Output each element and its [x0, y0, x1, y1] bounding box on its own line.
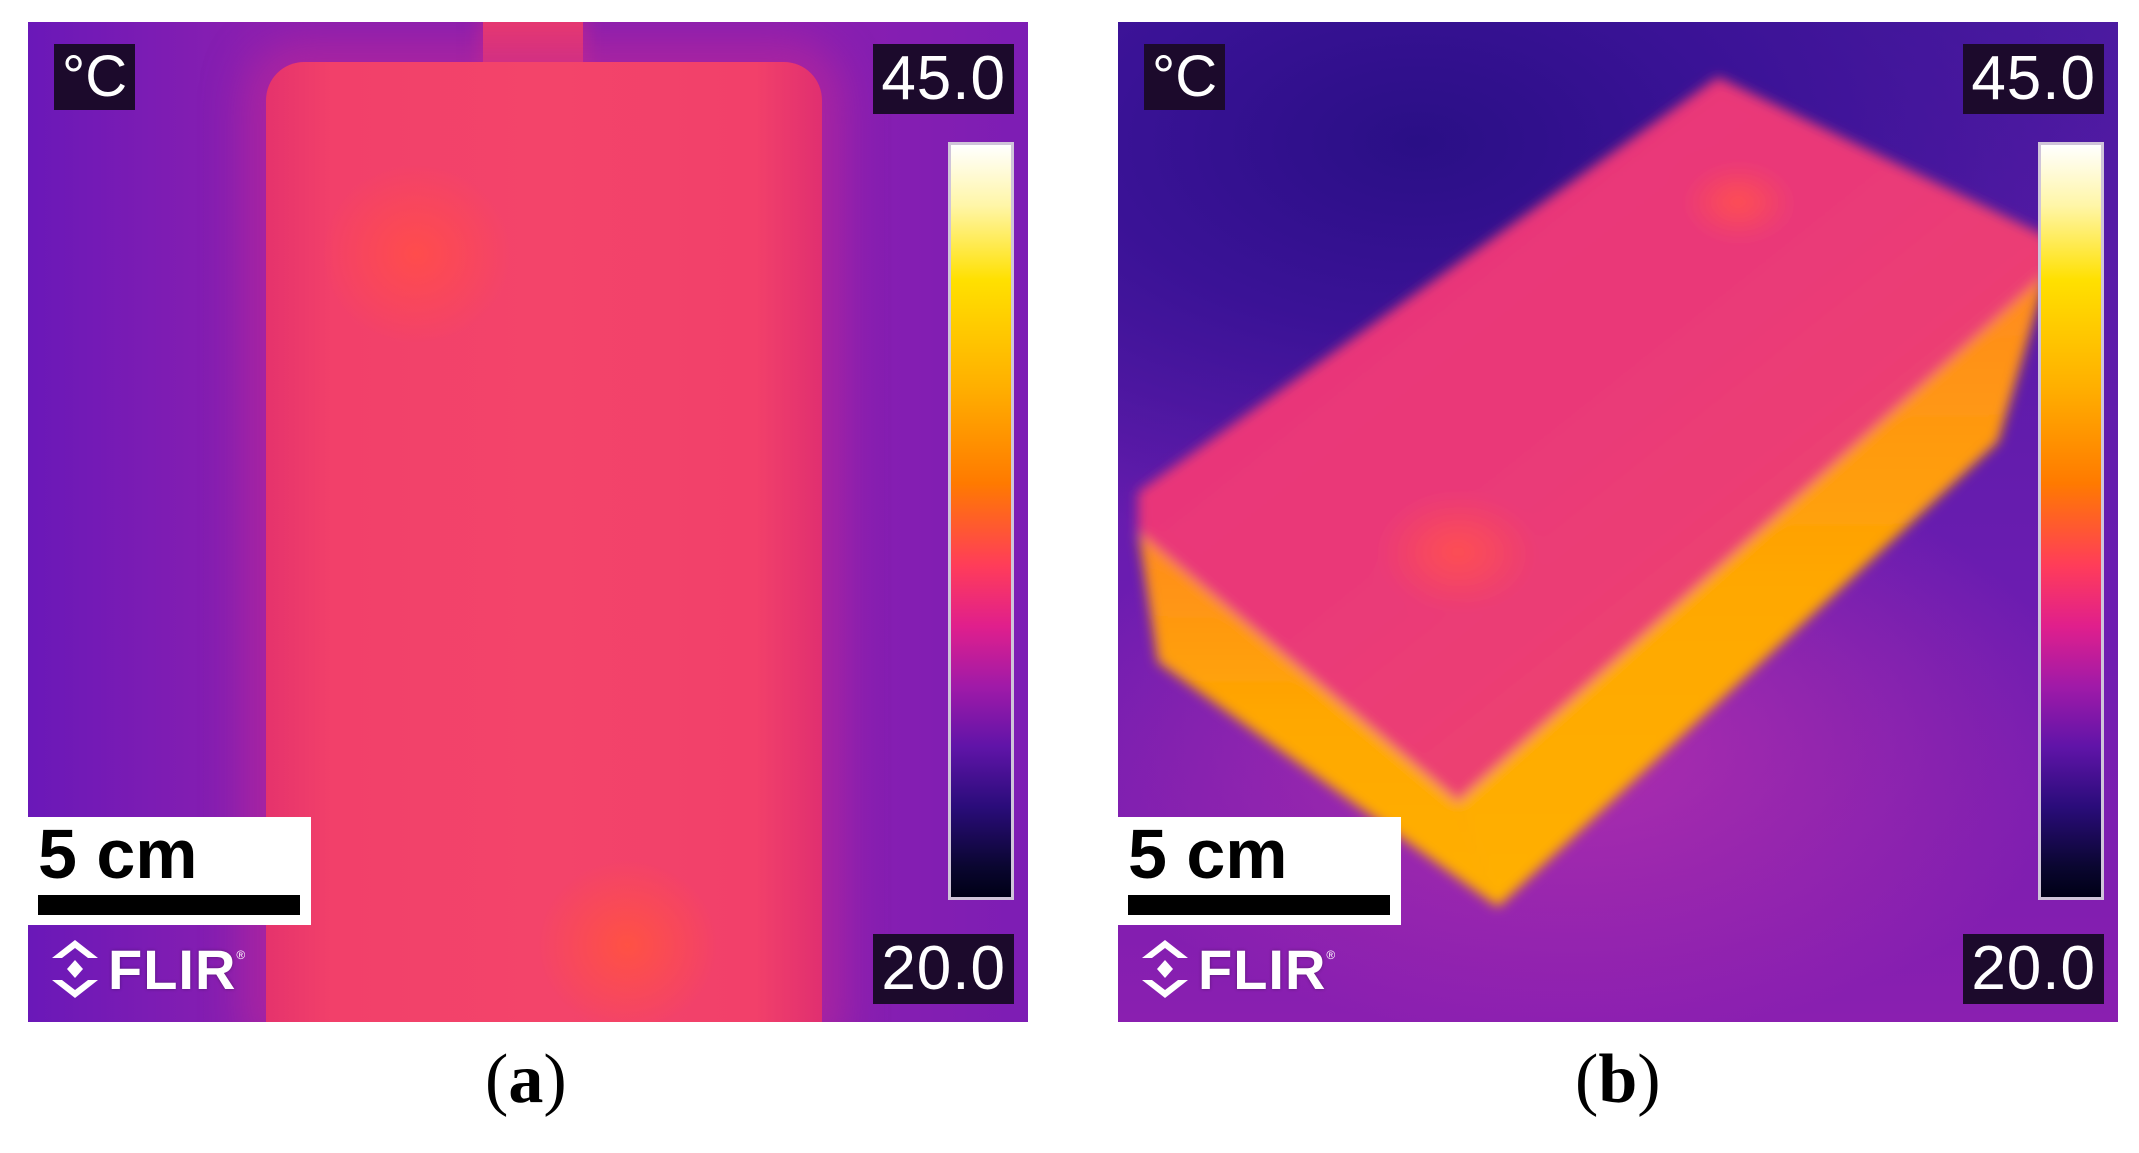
scale-max-value: 45.0 [1963, 44, 2104, 114]
caption-close-paren: ) [1637, 1041, 1661, 1118]
scale-bar: 5 cm [1118, 817, 1401, 925]
flir-logo-text: FLIR [108, 937, 237, 1001]
caption-a: (a) [485, 1045, 567, 1115]
caption-open-paren: ( [1575, 1041, 1599, 1118]
heated-block-b [1138, 77, 2048, 907]
trademark-mark: ® [1326, 948, 1336, 962]
scale-bar-label: 5 cm [38, 815, 198, 893]
scale-min-value: 20.0 [1963, 934, 2104, 1004]
colorbar [948, 142, 1014, 900]
unit-label: °C [54, 44, 136, 110]
scale-bar-label: 5 cm [1128, 815, 1288, 893]
trademark-mark: ® [236, 948, 246, 962]
scale-min-value: 20.0 [873, 934, 1014, 1004]
unit-label: °C [1144, 44, 1226, 110]
thermal-image-b: °C 45.0 20.0 5 cm FLIR ® [1118, 22, 2118, 1022]
thermal-image-a: °C 45.0 20.0 5 cm FLIR ® [28, 22, 1028, 1022]
scale-bar-line [38, 895, 300, 915]
flir-diamond-icon [52, 940, 98, 998]
heated-object-a [266, 62, 822, 1022]
flir-logo: FLIR ® [1140, 934, 1335, 1004]
flir-logo-text: FLIR [1198, 937, 1327, 1001]
hotspot-lower [1378, 492, 1538, 612]
colorbar [2038, 142, 2104, 900]
scale-bar: 5 cm [28, 817, 311, 925]
hotspot-upper [1683, 162, 1793, 242]
flir-diamond-icon [1142, 940, 1188, 998]
caption-letter: b [1598, 1041, 1638, 1118]
caption-letter: a [508, 1041, 544, 1118]
block-front-side [1138, 532, 1498, 907]
flir-logo: FLIR ® [50, 934, 245, 1004]
caption-open-paren: ( [485, 1041, 509, 1118]
caption-b: (b) [1575, 1045, 1661, 1115]
block-right-side [1458, 272, 2048, 907]
block-top-face [1138, 77, 2048, 802]
scale-max-value: 45.0 [873, 44, 1014, 114]
caption-close-paren: ) [543, 1041, 567, 1118]
scale-bar-line [1128, 895, 1390, 915]
